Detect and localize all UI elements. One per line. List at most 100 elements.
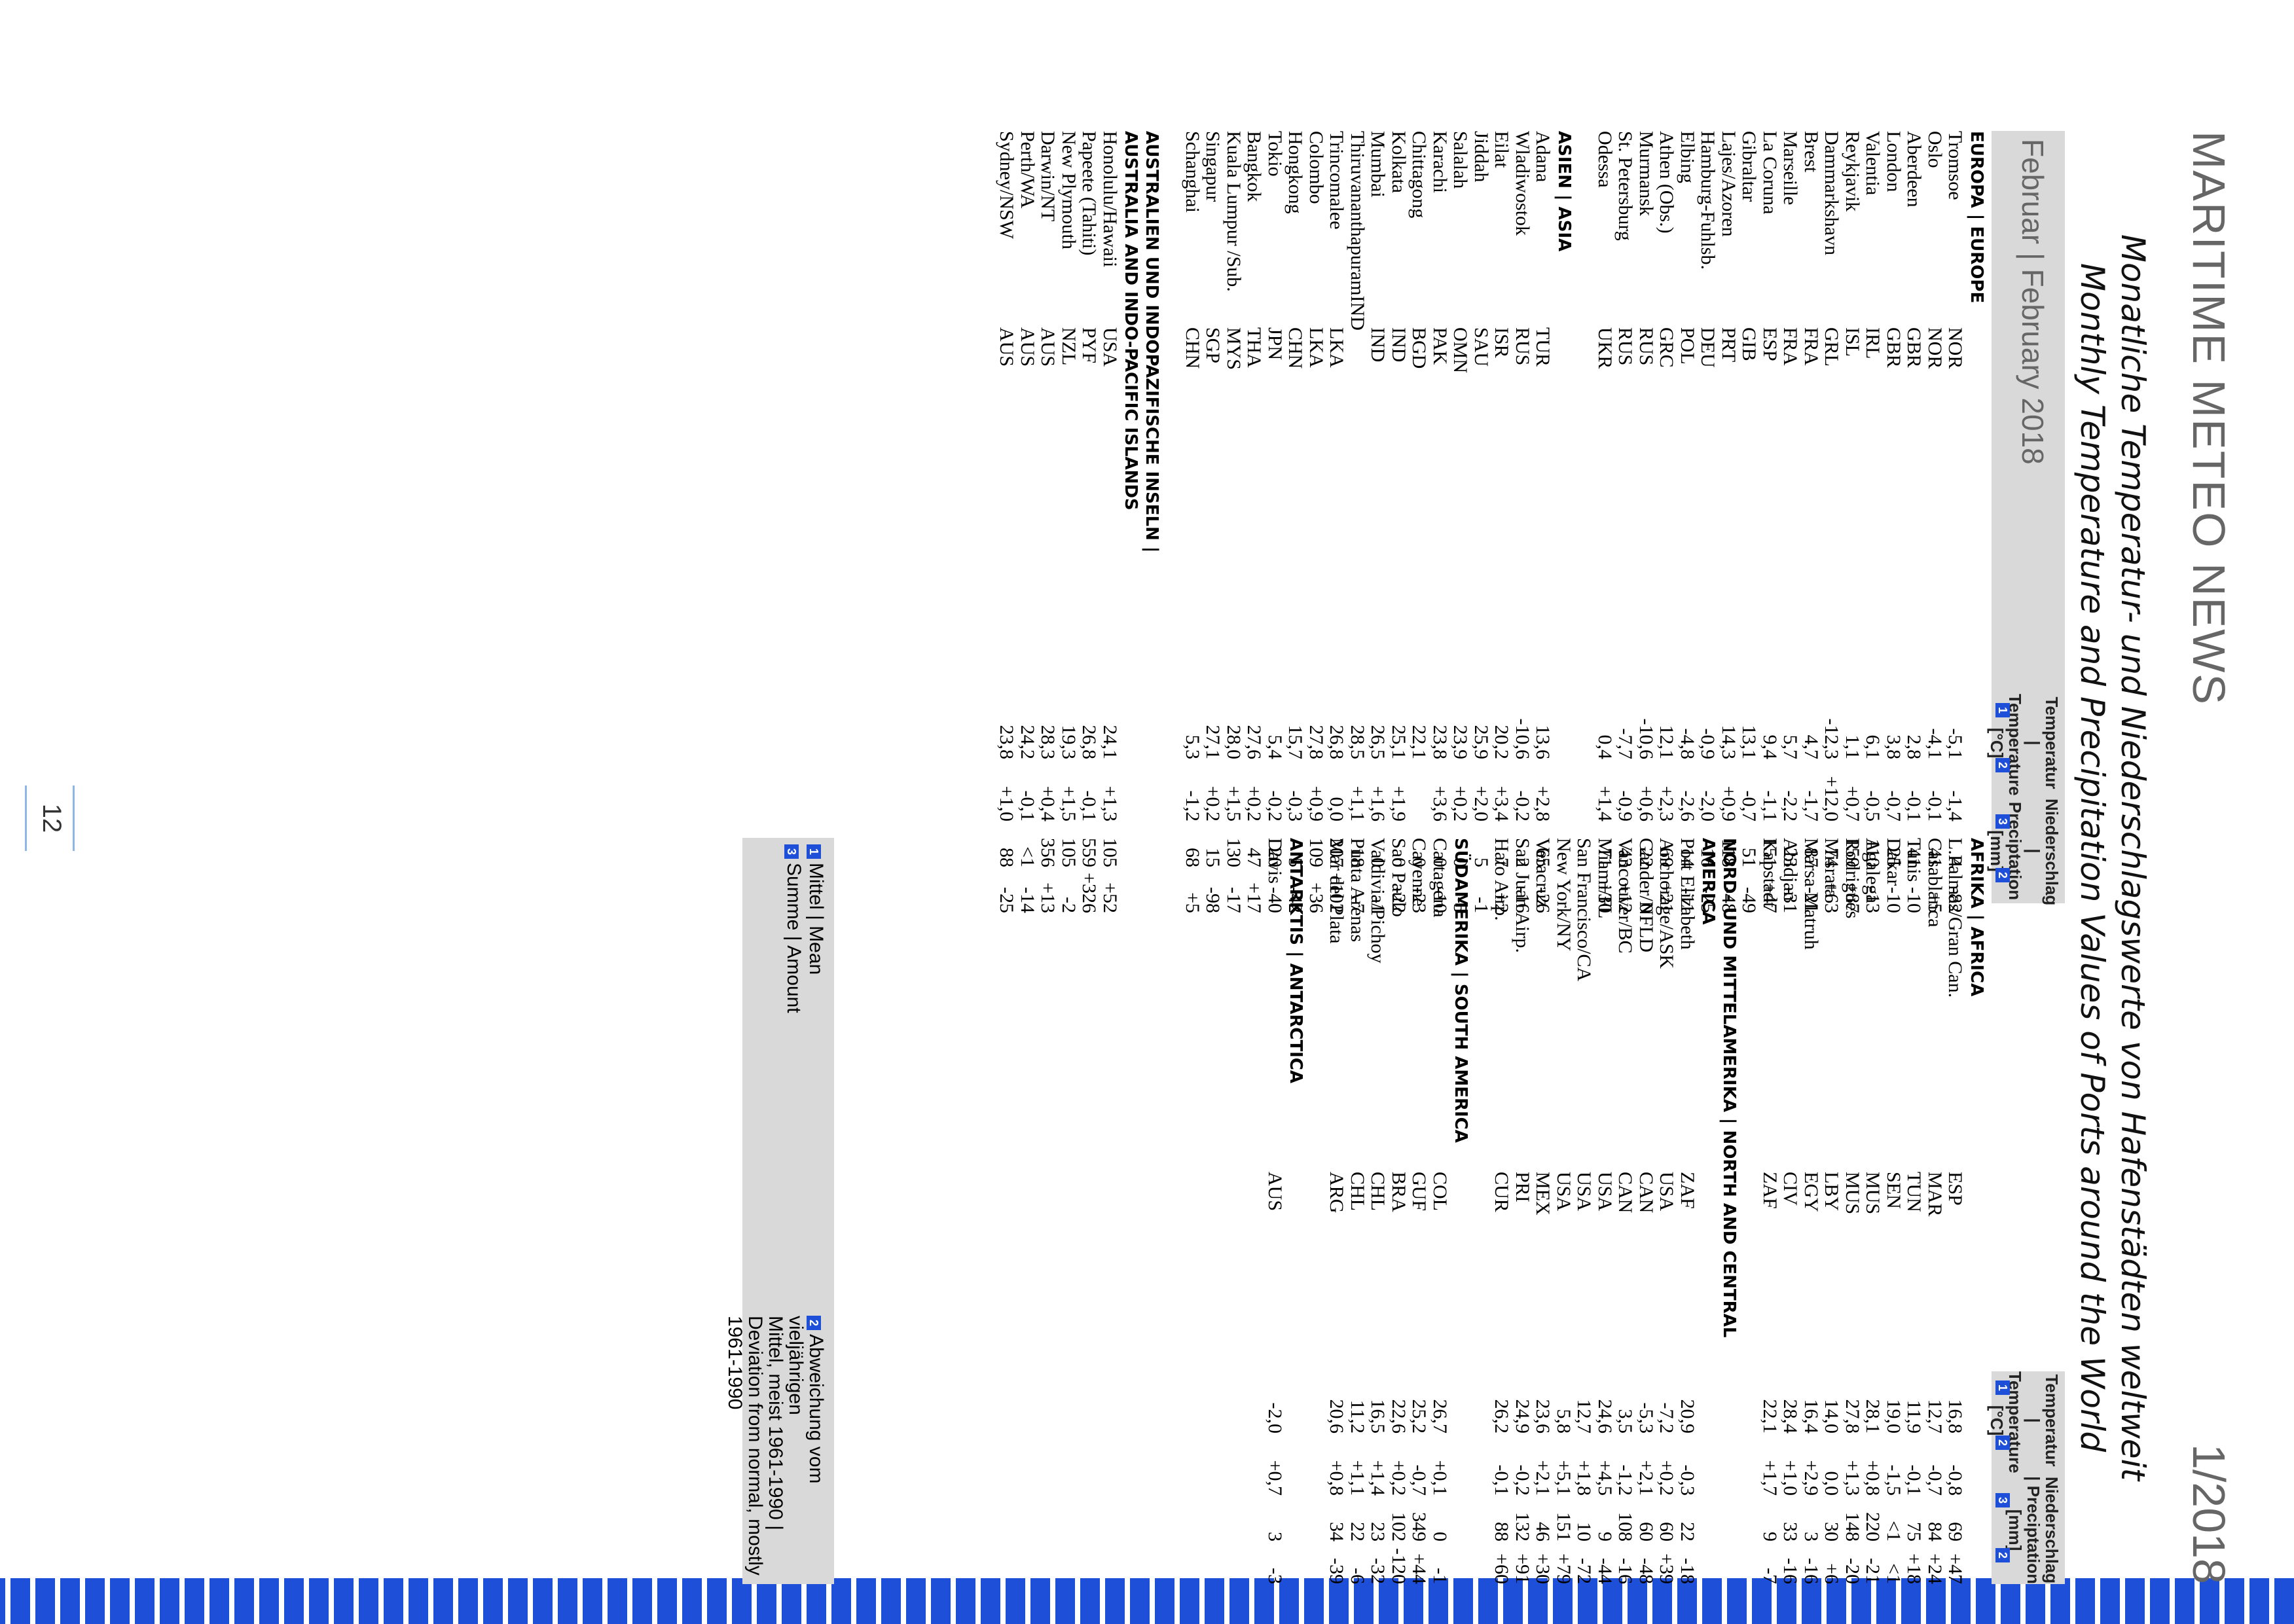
port-name: Oslo: [1924, 131, 1946, 168]
precip-deviation: -20: [1842, 1558, 1863, 1584]
temp-deviation: +0,6: [1635, 785, 1657, 821]
col-marker-2-right: 2: [1995, 1435, 2010, 1450]
port-name: Veracruz: [1532, 838, 1554, 908]
temp-deviation: -1,5: [1883, 1464, 1904, 1496]
issue-number: 1/2018: [2183, 1443, 2234, 1584]
table-row: Tokio JPN 5,4 -0,2 20 -40: [1264, 131, 1286, 913]
temp-mean: 23,8: [1429, 725, 1451, 760]
temp-deviation: -0,2: [1512, 790, 1533, 822]
precip-amount: 356: [1037, 838, 1059, 867]
temp-mean: 3,8: [1883, 734, 1904, 760]
port-name: San Juan Airp.: [1512, 838, 1533, 953]
precip-deviation: -98: [1202, 887, 1224, 913]
temp-deviation: -1,2: [1614, 1464, 1637, 1496]
section-heading: NORD- UND MITTELAMERIKA | NORTH AND CENT…: [1719, 838, 1739, 1584]
port-name: Hongkong: [1284, 131, 1307, 214]
temp-mean: -7,7: [1614, 728, 1637, 760]
table-row: Cartagena COL 26,7 +0,1 0 -1: [1429, 838, 1451, 1584]
precip-deviation: -120: [1388, 1548, 1410, 1584]
precip-deviation: -17: [1223, 887, 1245, 913]
precip-amount: 9: [1759, 1532, 1781, 1542]
table-row: Veracruz MEX 23,6 +2,1 46 +30: [1533, 838, 1554, 1584]
country-code: MAR: [1924, 1172, 1946, 1217]
temp-deviation: +3,6: [1429, 785, 1451, 821]
temp-mean: 23,9: [1449, 725, 1472, 760]
temp-deviation: -2,2: [1779, 790, 1802, 822]
legend-item-deviation: 2Abweichung vom vieljährigen Mittel, mei…: [724, 1316, 827, 1584]
country-code: FRA: [1800, 327, 1822, 366]
section-title: AMERICA: [1698, 838, 1719, 925]
section-title: ASIEN | ASIA: [1554, 131, 1574, 252]
temp-mean: 3,5: [1614, 1409, 1637, 1434]
temp-deviation: -0,7: [1924, 1464, 1946, 1496]
country-code: ESP: [1944, 1172, 1967, 1206]
precip-amount: 88: [996, 848, 1018, 867]
table-row: Odessa UKR 0,4 +1,4 71 +30: [1594, 131, 1616, 913]
legend-marker-1: 1: [807, 844, 821, 859]
temp-mean: 26,8: [1078, 725, 1101, 760]
title-german: Monatliche Temperatur- und Niederschlags…: [2114, 234, 2152, 1481]
precip-deviation: +47: [1944, 1553, 1967, 1584]
table-row: Eilat ISR 20,2 +3,4 7 +2: [1491, 131, 1513, 913]
country-code: GBR: [1883, 327, 1904, 368]
precip-amount: 132: [1512, 1512, 1533, 1542]
temp-deviation: +1,1: [1347, 1460, 1368, 1496]
temp-deviation: 0,0: [1326, 797, 1348, 822]
precip-amount: <1: [1017, 846, 1038, 867]
table-row: Kapstadt ZAF 22,1 +1,7 9 -7: [1759, 838, 1781, 1584]
country-code: LKA: [1305, 327, 1327, 368]
precip-amount: 22: [1347, 1522, 1368, 1542]
temp-deviation: +0,9: [1718, 785, 1739, 821]
precip-amount: 60: [1635, 1522, 1657, 1542]
legend-text-mean: Mittel | Mean: [805, 863, 827, 975]
table-row: Chittagong BGD 22,1 0 -23: [1409, 131, 1430, 913]
country-code: GBR: [1903, 327, 1925, 368]
temp-deviation: -0,1: [1924, 790, 1946, 822]
country-code: USA: [1099, 327, 1121, 367]
port-name: Vancouver/BC: [1614, 838, 1637, 954]
country-code: AUS: [1037, 327, 1059, 367]
precip-amount: 151: [1553, 1512, 1575, 1542]
precip-amount: 102: [1388, 1512, 1410, 1542]
precip-amount: <1: [1883, 1521, 1904, 1542]
precip-amount: 349: [1408, 1512, 1430, 1542]
precip-deviation: +6: [1821, 1563, 1843, 1584]
section-title: AFRIKA | AFRICA: [1967, 838, 1986, 997]
precip-deviation: <1: [1883, 1563, 1904, 1584]
col-marker-2: 2: [1995, 758, 2010, 772]
port-name: Papeete (Tahiti): [1078, 131, 1101, 256]
temp-mean: 16,5: [1367, 1399, 1389, 1434]
temp-deviation: -0,7: [1738, 790, 1760, 822]
temp-deviation: +2,3: [1656, 785, 1678, 821]
port-name: Trincomalee: [1326, 131, 1348, 230]
port-name: Casablanca: [1924, 838, 1946, 928]
port-name: Tokio: [1264, 131, 1286, 177]
temp-mean: 22,6: [1388, 1399, 1410, 1434]
temp-mean: 11,9: [1903, 1399, 1925, 1434]
legend-item-mean: 1 Mittel | Mean: [805, 844, 827, 975]
precip-deviation: -3: [1264, 1568, 1286, 1584]
table-row: Singapur SGP 27,1 +0,2 15 -98: [1203, 131, 1224, 913]
temp-deviation: +2,1: [1532, 1460, 1554, 1496]
country-code: AUS: [996, 327, 1018, 367]
port-name: Miami/FL: [1594, 838, 1616, 919]
temp-mean: 19,0: [1883, 1399, 1904, 1434]
temp-deviation: -0,2: [1512, 1464, 1533, 1496]
port-name: La Coruna: [1759, 131, 1781, 215]
spacer-row: [1471, 838, 1492, 1584]
country-code: MUS: [1862, 1172, 1884, 1215]
legend-marker-2: 2: [807, 1316, 821, 1330]
temp-deviation: -0,1: [1491, 1464, 1513, 1496]
country-code: USA: [1656, 1172, 1678, 1212]
country-code: IND: [1367, 327, 1389, 363]
port-name: Port Elizabeth: [1677, 838, 1698, 950]
table-row: Salalah OMN 23,9 +0,2 0 -5: [1449, 131, 1472, 913]
port-name: L.Palmas/Gran Can.: [1944, 838, 1967, 998]
legend: 1 Mittel | Mean 3 Summe | Amount 2Abweichu…: [724, 838, 834, 1584]
port-name: Tromsoe: [1944, 131, 1967, 200]
table-row: Miami/FL USA 24,6 +4,5 9 -44: [1594, 838, 1616, 1584]
port-name: Valentia: [1862, 131, 1884, 196]
section-heading: AUSTRALIEN UND INDOPAZIFISCHE INSELN |: [1141, 131, 1161, 903]
table-row: San Juan Airp. PRI 24,9 -0,2 132 +91: [1512, 838, 1533, 1584]
